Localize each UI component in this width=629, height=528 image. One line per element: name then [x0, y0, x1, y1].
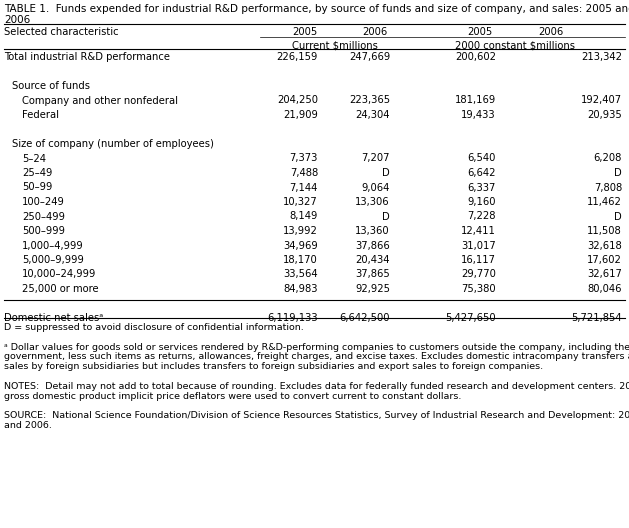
Text: 7,488: 7,488 — [290, 168, 318, 178]
Text: 12,411: 12,411 — [461, 226, 496, 236]
Text: 7,228: 7,228 — [467, 212, 496, 222]
Text: 19,433: 19,433 — [462, 110, 496, 120]
Text: 200,602: 200,602 — [455, 52, 496, 62]
Text: 500–999: 500–999 — [22, 226, 65, 236]
Text: 5–24: 5–24 — [22, 154, 46, 164]
Text: 37,866: 37,866 — [355, 240, 390, 250]
Text: gross domestic product implicit price deflators were used to convert current to : gross domestic product implicit price de… — [4, 392, 462, 401]
Text: 9,160: 9,160 — [467, 197, 496, 207]
Text: Total industrial R&D performance: Total industrial R&D performance — [4, 52, 170, 62]
Text: 80,046: 80,046 — [587, 284, 622, 294]
Text: 34,969: 34,969 — [283, 240, 318, 250]
Text: 32,618: 32,618 — [587, 240, 622, 250]
Text: Selected characteristic: Selected characteristic — [4, 27, 119, 37]
Text: 100–249: 100–249 — [22, 197, 65, 207]
Text: Current $millions: Current $millions — [292, 40, 378, 50]
Text: government, less such items as returns, allowances, freight charges, and excise : government, less such items as returns, … — [4, 352, 629, 361]
Text: 6,337: 6,337 — [467, 183, 496, 193]
Text: 181,169: 181,169 — [455, 96, 496, 106]
Text: NOTES:  Detail may not add to total because of rounding. Excludes data for feder: NOTES: Detail may not add to total becau… — [4, 382, 629, 391]
Text: 2006: 2006 — [4, 15, 30, 25]
Text: 18,170: 18,170 — [283, 255, 318, 265]
Text: 11,462: 11,462 — [587, 197, 622, 207]
Text: 21,909: 21,909 — [283, 110, 318, 120]
Text: 25,000 or more: 25,000 or more — [22, 284, 99, 294]
Text: 20,434: 20,434 — [355, 255, 390, 265]
Text: 6,208: 6,208 — [594, 154, 622, 164]
Text: 7,808: 7,808 — [594, 183, 622, 193]
Text: D: D — [382, 168, 390, 178]
Text: 29,770: 29,770 — [461, 269, 496, 279]
Text: 6,642: 6,642 — [467, 168, 496, 178]
Text: 226,159: 226,159 — [277, 52, 318, 62]
Text: 2005: 2005 — [292, 27, 318, 37]
Text: 31,017: 31,017 — [461, 240, 496, 250]
Text: 8,149: 8,149 — [289, 212, 318, 222]
Text: 7,207: 7,207 — [362, 154, 390, 164]
Text: 11,508: 11,508 — [587, 226, 622, 236]
Text: 2005: 2005 — [467, 27, 493, 37]
Text: 6,642,500: 6,642,500 — [340, 313, 390, 323]
Text: 13,992: 13,992 — [283, 226, 318, 236]
Text: 6,119,133: 6,119,133 — [267, 313, 318, 323]
Text: 2000 constant $millions: 2000 constant $millions — [455, 40, 575, 50]
Text: TABLE 1.  Funds expended for industrial R&D performance, by source of funds and : TABLE 1. Funds expended for industrial R… — [4, 4, 629, 14]
Text: Source of funds: Source of funds — [12, 81, 90, 91]
Text: 16,117: 16,117 — [461, 255, 496, 265]
Text: 1,000–4,999: 1,000–4,999 — [22, 240, 84, 250]
Text: Company and other nonfederal: Company and other nonfederal — [22, 96, 178, 106]
Text: 24,304: 24,304 — [355, 110, 390, 120]
Text: 192,407: 192,407 — [581, 96, 622, 106]
Text: 247,669: 247,669 — [348, 52, 390, 62]
Text: 2006: 2006 — [362, 27, 387, 37]
Text: 5,427,650: 5,427,650 — [445, 313, 496, 323]
Text: 20,935: 20,935 — [587, 110, 622, 120]
Text: 7,373: 7,373 — [289, 154, 318, 164]
Text: 204,250: 204,250 — [277, 96, 318, 106]
Text: 2006: 2006 — [538, 27, 564, 37]
Text: 250–499: 250–499 — [22, 212, 65, 222]
Text: D: D — [615, 212, 622, 222]
Text: 7,144: 7,144 — [289, 183, 318, 193]
Text: 10,000–24,999: 10,000–24,999 — [22, 269, 96, 279]
Text: 92,925: 92,925 — [355, 284, 390, 294]
Text: D: D — [382, 212, 390, 222]
Text: Size of company (number of employees): Size of company (number of employees) — [12, 139, 214, 149]
Text: 37,865: 37,865 — [355, 269, 390, 279]
Text: sales by foreign subsidiaries but includes transfers to foreign subsidiaries and: sales by foreign subsidiaries but includ… — [4, 362, 543, 371]
Text: D: D — [615, 168, 622, 178]
Text: 9,064: 9,064 — [362, 183, 390, 193]
Text: D = suppressed to avoid disclosure of confidential information.: D = suppressed to avoid disclosure of co… — [4, 323, 304, 332]
Text: 25–49: 25–49 — [22, 168, 52, 178]
Text: 75,380: 75,380 — [462, 284, 496, 294]
Text: 84,983: 84,983 — [284, 284, 318, 294]
Text: Domestic net salesᵃ: Domestic net salesᵃ — [4, 313, 103, 323]
Text: 213,342: 213,342 — [581, 52, 622, 62]
Text: Federal: Federal — [22, 110, 59, 120]
Text: 223,365: 223,365 — [349, 96, 390, 106]
Text: and 2006.: and 2006. — [4, 421, 52, 430]
Text: 5,000–9,999: 5,000–9,999 — [22, 255, 84, 265]
Text: 17,602: 17,602 — [587, 255, 622, 265]
Text: 5,721,854: 5,721,854 — [571, 313, 622, 323]
Text: ᵃ Dollar values for goods sold or services rendered by R&D-performing companies : ᵃ Dollar values for goods sold or servic… — [4, 343, 629, 352]
Text: 33,564: 33,564 — [284, 269, 318, 279]
Text: 13,360: 13,360 — [355, 226, 390, 236]
Text: 32,617: 32,617 — [587, 269, 622, 279]
Text: SOURCE:  National Science Foundation/Division of Science Resources Statistics, S: SOURCE: National Science Foundation/Divi… — [4, 411, 629, 420]
Text: 50–99: 50–99 — [22, 183, 52, 193]
Text: 13,306: 13,306 — [355, 197, 390, 207]
Text: 6,540: 6,540 — [467, 154, 496, 164]
Text: 10,327: 10,327 — [283, 197, 318, 207]
